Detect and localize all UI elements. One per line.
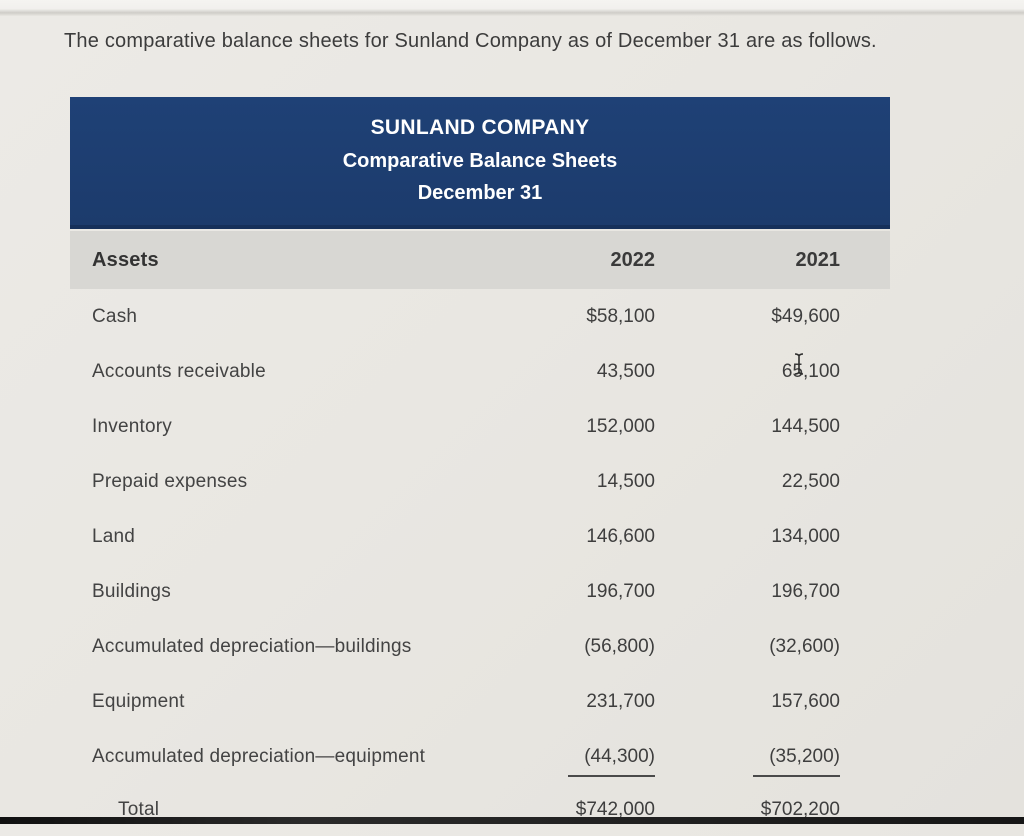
value-2021: 22,500 [781, 470, 840, 492]
company-name: SUNLAND COMPANY [370, 116, 590, 139]
value-2021: 157,600 [771, 690, 840, 712]
row-label: Land [92, 525, 136, 547]
value-2021: (35,200) [655, 746, 840, 777]
report-date: December 31 [417, 182, 543, 204]
year-2021-header: 2021 [795, 248, 841, 271]
year-2022-header: 2022 [610, 248, 656, 271]
value-2022: 43,500 [596, 360, 655, 382]
table-body: Cash $58,100 $49,600 Accounts receivable… [70, 289, 890, 836]
total-label: Total [118, 799, 160, 820]
table-row: Accounts receivable 43,500 65,100 [70, 344, 890, 399]
row-label: Accumulated depreciation—buildings [92, 635, 412, 657]
row-label: Inventory [92, 415, 172, 437]
text-cursor-icon [794, 353, 804, 375]
screen-top-edge [0, 0, 1024, 16]
total-value-2022: $742,000 [575, 799, 655, 820]
row-label: Accounts receivable [92, 360, 266, 382]
row-label: Buildings [92, 580, 171, 602]
total-value-2021: $702,200 [760, 799, 840, 820]
total-row: Total $742,000 $702,200 [70, 784, 890, 836]
table-row: Prepaid expenses 14,500 22,500 [70, 454, 890, 509]
table-row: Accumulated depreciation—buildings (56,8… [70, 619, 890, 674]
value-2022: 231,700 [586, 690, 655, 712]
balance-sheet-table: SUNLAND COMPANY Comparative Balance Shee… [70, 97, 890, 836]
value-2021: 134,000 [771, 525, 840, 547]
row-label: Equipment [92, 690, 185, 712]
table-row: Accumulated depreciation—equipment (44,3… [70, 729, 890, 784]
screen-bottom-edge [0, 817, 1024, 824]
table-row: Inventory 152,000 144,500 [70, 399, 890, 454]
report-title: Comparative Balance Sheets [342, 150, 618, 172]
value-2022-underlined: (44,300) [568, 746, 655, 777]
value-2022: 196,700 [586, 580, 655, 602]
row-label: Accumulated depreciation—equipment [92, 745, 426, 767]
value-2022: $58,100 [586, 305, 655, 327]
table-row: Buildings 196,700 196,700 [70, 564, 890, 619]
value-2022: 146,600 [586, 525, 655, 547]
value-2021: 144,500 [771, 415, 840, 437]
value-2022: (56,800) [584, 635, 655, 657]
value-2021: (32,600) [769, 635, 840, 657]
intro-text: The comparative balance sheets for Sunla… [64, 30, 877, 52]
row-label: Prepaid expenses [92, 470, 248, 492]
value-2021-underlined: (35,200) [753, 746, 840, 777]
column-header-row: Assets 2022 2021 [70, 231, 890, 289]
table-row: Equipment 231,700 157,600 [70, 674, 890, 729]
assets-section-header: Assets [92, 248, 159, 271]
row-label: Cash [92, 305, 138, 327]
table-title-header: SUNLAND COMPANY Comparative Balance Shee… [70, 97, 890, 229]
value-2022: 152,000 [586, 415, 655, 437]
table-row: Land 146,600 134,000 [70, 509, 890, 564]
table-row: Cash $58,100 $49,600 [70, 289, 890, 344]
value-2021: 65,100 [781, 360, 840, 382]
value-2022: (44,300) [485, 746, 655, 777]
value-2021: $49,600 [771, 305, 840, 327]
value-2022: 14,500 [596, 470, 655, 492]
value-2021: 196,700 [771, 580, 840, 602]
